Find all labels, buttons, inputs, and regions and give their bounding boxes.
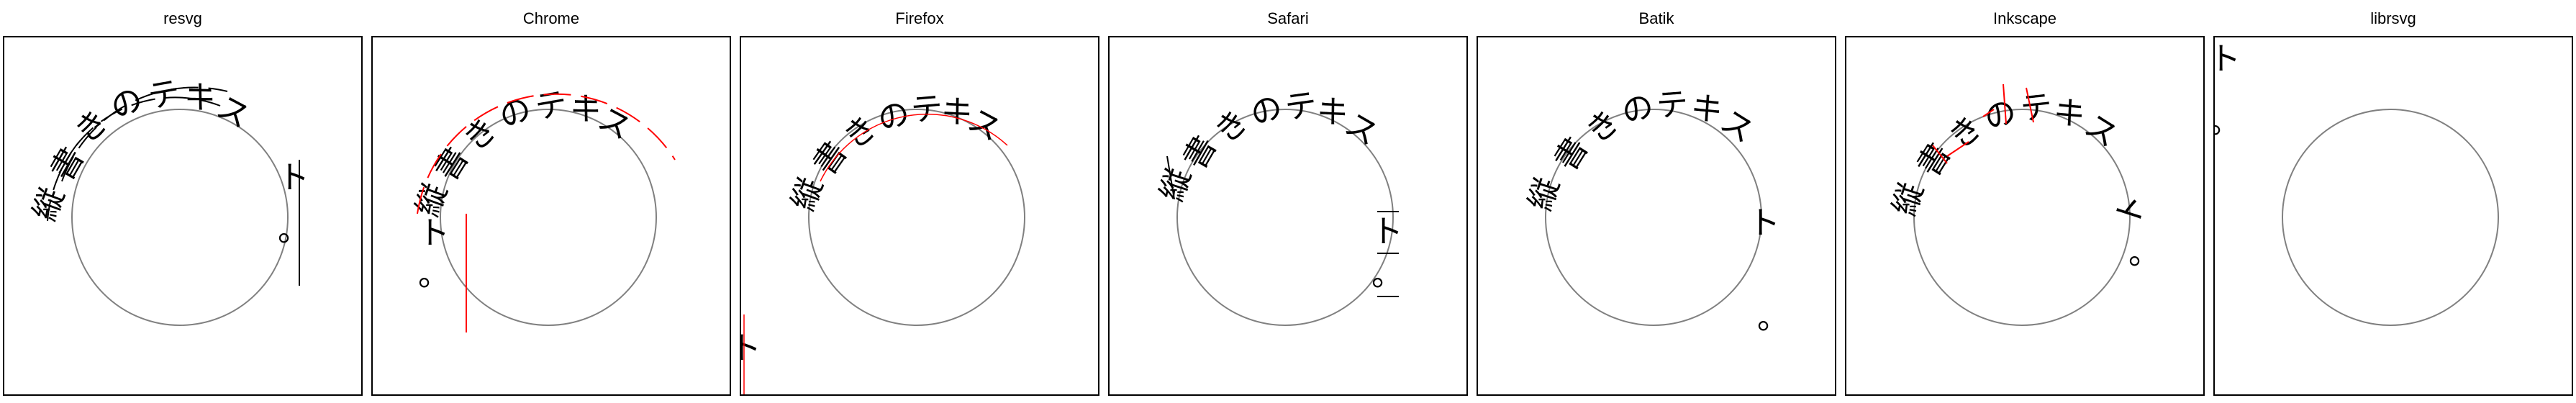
glyph: ト xyxy=(1749,205,1780,242)
render-output: 縦 書 き の テ キ ス ト 。 xyxy=(741,90,1025,394)
glyph: 縦 xyxy=(785,173,830,216)
render-frame: 縦 書 き の テ キ ス ト 。 xyxy=(740,36,1099,396)
vertical-path-text: 縦 書 き の テ キ ス ト 。 xyxy=(741,90,1007,394)
glyph: 書 xyxy=(44,141,91,187)
render-frame: 縦 書 き の テ キ ス ト 。 xyxy=(1477,36,1836,396)
panel-title: Inkscape xyxy=(1992,9,2057,27)
glyph: 縦 xyxy=(27,184,72,226)
render-frame: 縦 書 き の テ キ ス ト 。 xyxy=(1845,36,2205,396)
path-circle xyxy=(1176,109,1394,326)
path-circle xyxy=(71,109,289,326)
glyph: テ xyxy=(532,85,570,127)
render-output: 縦 書 き の テ キ ス ト 。 xyxy=(1886,83,2160,326)
panel-title: Batik xyxy=(1638,9,1674,27)
glyph: テ xyxy=(145,74,183,116)
vertical-path-text: 縦 書 き の テ キ ス ト 。 xyxy=(1153,86,1403,294)
glyph: 書 xyxy=(1176,130,1224,176)
glyph: キ xyxy=(938,91,976,133)
text-decoration-lines xyxy=(1932,83,2034,164)
glyph: 。 xyxy=(1371,257,1403,294)
panel-title: Firefox xyxy=(895,9,944,27)
glyph: キ xyxy=(1313,91,1352,133)
path-circle xyxy=(1545,109,1762,326)
vertical-path-text: 縦 書 き の テ キ ス ト 。 xyxy=(1886,88,2160,271)
render-output: 縦 書 き の テ キ ス ト 。 xyxy=(1522,86,1789,336)
vertical-path-text: 縦 書 き の テ キ ス ト 。 xyxy=(27,74,309,248)
panel-title: resvg xyxy=(163,9,202,27)
text-decoration-lines xyxy=(743,114,1008,394)
glyph: キ xyxy=(567,89,604,130)
glyph: テ xyxy=(910,90,944,130)
glyph: 。 xyxy=(278,212,309,249)
render-output: 縦 書 き の テ キ ス ト 。 xyxy=(27,74,309,326)
glyph: 縦 xyxy=(1522,173,1566,215)
panel-inkscape: Inkscape 縦 書 き の テ キ ス ト 。 xyxy=(1845,0,2205,403)
vertical-path-text: 縦 書 き の テ キ ス ト 。 xyxy=(1522,86,1789,336)
glyph: ト xyxy=(278,160,309,196)
glyph: 書 xyxy=(1910,137,1959,183)
glyph: 。 xyxy=(418,257,450,294)
text-decoration-lines xyxy=(47,86,300,286)
glyph: 。 xyxy=(2128,235,2160,272)
glyph: ト xyxy=(418,215,450,252)
glyph: ト xyxy=(1371,214,1403,250)
glyph: ス xyxy=(211,89,256,136)
vertical-path-text: 縦 書 き の テ キ ス ト 。 xyxy=(409,85,638,293)
path-circle xyxy=(2282,109,2499,326)
glyph: テ xyxy=(1655,86,1689,124)
glyph: 縦 xyxy=(1153,164,1198,206)
path-circle xyxy=(1913,109,2131,326)
vertical-path-text: 縦 書 き の テ キ ス ト 。 xyxy=(2215,41,2241,141)
path-circle xyxy=(808,109,1025,326)
render-frame: 縦 書 き の テ キ ス ト 。 xyxy=(3,36,363,396)
panel-batik: Batik 縦 書 き の テ キ ス ト 。 xyxy=(1477,0,1836,403)
glyph: 。 xyxy=(1757,300,1789,337)
render-output: 縦 書 き の テ キ ス ト 。 xyxy=(2215,41,2499,326)
glyph: 。 xyxy=(2215,104,2241,141)
render-frame: 縦 書 き の テ キ ス ト 。 xyxy=(1108,36,1468,396)
render-frame: 縦 書 き の テ キ ス ト 。 xyxy=(2213,36,2573,396)
render-frame: 縦 書 き の テ キ ス ト 。 xyxy=(371,36,731,396)
glyph: テ xyxy=(2018,88,2054,127)
glyph: テ xyxy=(1283,86,1320,127)
panel-resvg: resvg 縦 書 き の テ キ ス ト 。 xyxy=(3,0,363,403)
render-output: 縦 書 き の テ キ ス ト 。 xyxy=(409,85,676,332)
panel-safari: Safari 縦 書 き の テ キ ス ト 。 xyxy=(1108,0,1468,403)
glyph: の xyxy=(104,80,150,127)
path-circle xyxy=(440,109,657,326)
glyph: 縦 xyxy=(1886,178,1931,220)
glyph: き xyxy=(68,102,116,150)
glyph: き xyxy=(456,110,504,158)
glyph: ト xyxy=(2109,189,2154,231)
text-decoration-lines xyxy=(1166,155,1399,297)
panel-librsvg: librsvg 縦 書 き の テ キ ス ト 。 xyxy=(2213,0,2573,403)
panel-title: librsvg xyxy=(2370,9,2416,27)
panel-chrome: Chrome 縦 書 き の テ キ ス ト 。 xyxy=(371,0,731,403)
text-decoration-lines xyxy=(417,93,676,332)
render-output: 縦 書 き の テ キ ス ト 。 xyxy=(1153,86,1403,326)
panel-firefox: Firefox 縦 書 き の テ キ ス ト 。 xyxy=(740,0,1099,403)
panel-title: Chrome xyxy=(522,9,580,27)
glyph: 書 xyxy=(1548,131,1596,177)
glyph: ト xyxy=(2215,41,2241,78)
panel-title: Safari xyxy=(1267,9,1309,27)
